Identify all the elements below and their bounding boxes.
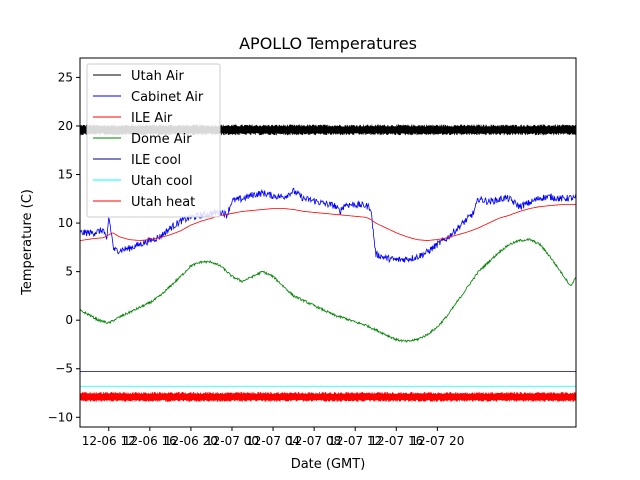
legend-label-utah-heat: Utah heat [131, 195, 195, 210]
y-axis-title: Temperature (C) [20, 189, 35, 296]
y-tick-label: −10 [48, 410, 73, 424]
y-tick-label: 10 [58, 216, 73, 230]
x-tick-label: 12-06 20 [164, 434, 218, 448]
legend-label-ile-cool: ILE cool [131, 153, 181, 168]
legend-label-cabinet-air: Cabinet Air [131, 90, 204, 105]
y-tick-label: 15 [58, 168, 73, 182]
x-tick-label: 12-07 12 [328, 434, 382, 448]
y-tick-label: −5 [55, 362, 73, 376]
series-line-dome-air [80, 238, 576, 343]
x-tick-label: 12-07 16 [369, 434, 423, 448]
legend: Utah Air Cabinet Air ILE Air Dome Air ILE co… [86, 63, 221, 218]
x-tick-label: 12-07 20 [410, 434, 464, 448]
y-tick-label: 20 [58, 119, 73, 133]
legend-label-utah-cool: Utah cool [131, 174, 193, 189]
x-tick-label: 12-06 16 [123, 434, 177, 448]
series-line-ile-air [80, 204, 576, 241]
legend-label-ile-air: ILE Air [131, 111, 173, 126]
x-tick-label: 12-07 00 [205, 434, 259, 448]
y-axis: −10 −5 0 5 10 15 20 25 [48, 70, 80, 424]
x-tick-label: 12-07 04 [246, 434, 300, 448]
legend-label-dome-air: Dome Air [131, 132, 192, 147]
x-tick-label: 12-06 12 [82, 434, 136, 448]
chart-title: APOLLO Temperatures [239, 34, 417, 53]
x-tick-label: 12-07 08 [287, 434, 341, 448]
legend-label-utah-air: Utah Air [131, 69, 184, 84]
x-axis-title: Date (GMT) [291, 457, 366, 472]
y-tick-label: 25 [58, 70, 73, 84]
series-line-cabinet-air [80, 187, 576, 264]
plot-frame [79, 57, 577, 428]
legend-box [86, 63, 221, 218]
series-line-utah-heat [80, 392, 576, 402]
y-tick-label: 5 [65, 265, 73, 279]
y-tick-label: 0 [65, 313, 73, 327]
